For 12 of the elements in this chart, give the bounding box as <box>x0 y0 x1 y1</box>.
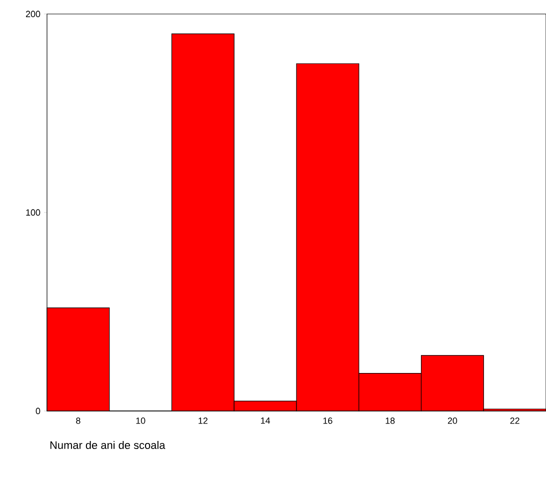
x-tick-label: 20 <box>448 418 458 424</box>
x-tick-label: 14 <box>261 418 270 424</box>
x-axis-title: Numar de ani de scoala <box>50 440 166 450</box>
x-tick-label: 16 <box>323 418 332 424</box>
y-tick-label: 200 <box>26 10 40 18</box>
y-tick-label: 100 <box>26 209 40 216</box>
x-tick-label: 10 <box>136 418 146 424</box>
x-tick-label: 18 <box>386 418 395 424</box>
x-tick-label: 22 <box>510 418 520 424</box>
y-tick-label: 0 <box>36 408 40 414</box>
x-tick-label: 12 <box>198 418 208 424</box>
x-tick-label: 8 <box>76 418 80 424</box>
